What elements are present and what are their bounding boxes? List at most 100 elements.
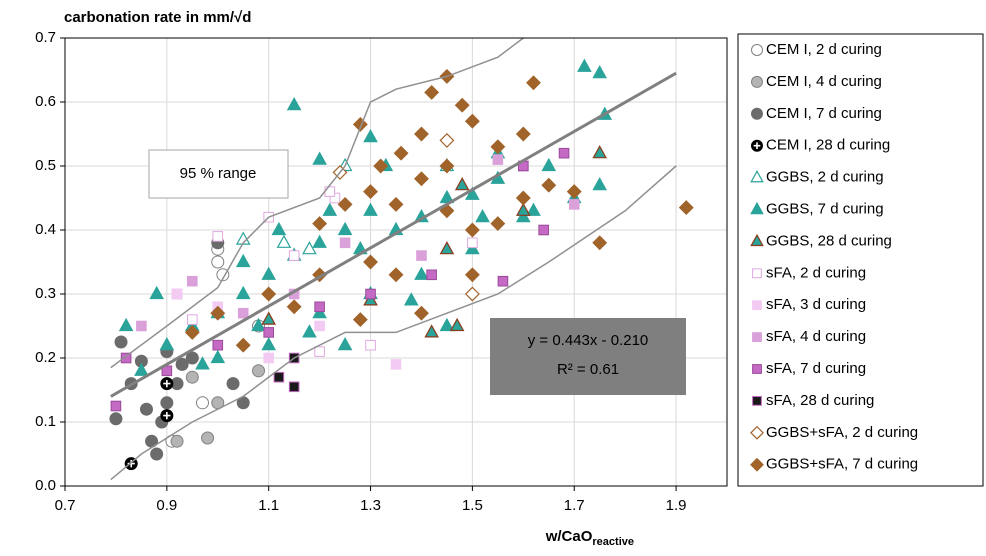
point xyxy=(497,275,509,287)
point xyxy=(490,139,506,155)
legend-box xyxy=(737,33,984,487)
point xyxy=(149,285,164,300)
point xyxy=(464,286,480,302)
point xyxy=(314,346,325,357)
legend-marker xyxy=(751,107,763,120)
point xyxy=(314,320,325,332)
point xyxy=(251,317,266,332)
point xyxy=(352,116,368,132)
point xyxy=(526,75,541,91)
point xyxy=(212,231,224,242)
point xyxy=(114,335,128,349)
x-tick-label: 0.9 xyxy=(156,497,177,514)
point xyxy=(592,65,608,79)
point xyxy=(403,292,419,306)
point xyxy=(210,349,226,364)
point xyxy=(170,434,184,448)
point xyxy=(577,58,592,72)
point xyxy=(322,202,338,216)
legend-label: sFA, 3 d curing xyxy=(766,296,866,313)
point xyxy=(261,266,277,280)
point xyxy=(515,190,531,206)
legend-marker xyxy=(752,332,762,343)
point xyxy=(261,286,277,302)
point xyxy=(454,97,470,113)
legend-label: CEM I, 2 d curing xyxy=(766,41,882,58)
x-tick-label: 1.5 xyxy=(462,497,483,514)
point xyxy=(515,126,531,142)
point xyxy=(558,147,570,159)
legend-label: sFA, 28 d curing xyxy=(766,392,874,409)
point xyxy=(175,357,189,371)
point xyxy=(414,126,429,142)
legend-marker xyxy=(752,268,762,279)
point xyxy=(416,250,427,261)
x-axis-title-sub: reactive xyxy=(592,536,634,548)
legend-label: CEM I, 4 d curing xyxy=(766,73,882,90)
legend-label: GGBS+sFA, 2 d curing xyxy=(766,424,918,441)
legend-marker xyxy=(751,139,763,152)
y-tick-label: 0.3 xyxy=(35,285,56,302)
point xyxy=(159,337,175,351)
legend-marker xyxy=(751,75,763,88)
point xyxy=(465,186,480,200)
point xyxy=(210,305,226,321)
point xyxy=(195,356,210,370)
range-label: 95 % range xyxy=(180,165,257,182)
point xyxy=(363,254,378,270)
point xyxy=(390,359,402,370)
point xyxy=(235,337,251,353)
point xyxy=(195,396,209,410)
point xyxy=(363,184,378,200)
legend-marker xyxy=(752,300,762,311)
point xyxy=(373,158,389,174)
point xyxy=(464,113,480,129)
point xyxy=(337,196,353,212)
point xyxy=(273,371,285,383)
point xyxy=(276,234,292,248)
point xyxy=(439,241,455,255)
point xyxy=(263,327,274,338)
point xyxy=(263,352,274,364)
point xyxy=(439,132,455,148)
point xyxy=(110,400,122,412)
chart-title: carbonation rate in mm/√d xyxy=(64,9,251,26)
point xyxy=(185,370,199,384)
point xyxy=(271,221,287,236)
point xyxy=(312,267,328,283)
legend-label: sFA, 7 d curing xyxy=(766,360,866,377)
x-axis-title-main: w/CaO xyxy=(545,528,593,545)
point xyxy=(541,157,557,172)
point xyxy=(312,234,327,248)
legend-label: GGBS, 2 d curing xyxy=(766,169,884,186)
point xyxy=(439,317,455,332)
legend-label: CEM I, 7 d curing xyxy=(766,105,882,122)
point xyxy=(226,377,240,391)
marker-cross xyxy=(163,412,171,420)
legend-label: sFA, 2 d curing xyxy=(766,264,866,281)
point xyxy=(363,202,378,216)
y-tick-label: 0.1 xyxy=(35,413,56,430)
point xyxy=(592,235,608,251)
point xyxy=(678,200,694,216)
y-tick-label: 0.2 xyxy=(35,349,56,366)
point xyxy=(449,317,465,332)
marker-cross xyxy=(753,142,761,149)
range-line xyxy=(110,165,677,481)
point xyxy=(286,299,302,315)
point xyxy=(424,324,439,338)
point xyxy=(414,171,429,187)
point xyxy=(302,241,317,255)
r-squared: R² = 0.61 xyxy=(557,361,619,378)
point xyxy=(109,412,123,426)
point xyxy=(187,275,198,287)
y-tick-label: 0.4 xyxy=(35,221,56,238)
point xyxy=(365,339,376,351)
point xyxy=(424,84,440,100)
x-tick-label: 1.3 xyxy=(360,497,381,514)
legend-marker xyxy=(750,457,764,472)
point xyxy=(160,377,174,391)
range-line xyxy=(110,37,524,369)
point xyxy=(134,362,149,376)
point xyxy=(492,154,504,165)
